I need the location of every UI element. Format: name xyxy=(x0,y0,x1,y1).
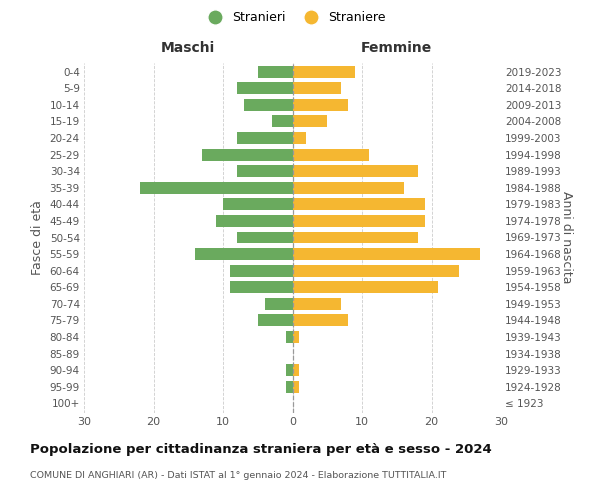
Bar xyxy=(258,66,293,78)
Bar xyxy=(293,381,299,393)
Bar xyxy=(293,66,355,78)
Bar xyxy=(216,215,293,227)
Bar xyxy=(286,364,293,376)
Bar xyxy=(272,116,293,128)
Bar xyxy=(230,264,293,276)
Text: COMUNE DI ANGHIARI (AR) - Dati ISTAT al 1° gennaio 2024 - Elaborazione TUTTITALI: COMUNE DI ANGHIARI (AR) - Dati ISTAT al … xyxy=(30,471,446,480)
Bar xyxy=(293,314,348,326)
Bar xyxy=(293,331,299,343)
Legend: Stranieri, Straniere: Stranieri, Straniere xyxy=(197,6,391,29)
Bar xyxy=(293,364,299,376)
Bar xyxy=(293,82,341,94)
Bar xyxy=(244,99,293,111)
Bar xyxy=(293,248,480,260)
Bar xyxy=(293,132,307,144)
Bar xyxy=(223,198,293,210)
Bar xyxy=(293,148,369,160)
Bar xyxy=(286,331,293,343)
Bar xyxy=(195,248,293,260)
Bar xyxy=(293,282,439,293)
Bar xyxy=(293,215,425,227)
Bar xyxy=(237,132,293,144)
Bar xyxy=(293,182,404,194)
Bar xyxy=(293,116,327,128)
Bar xyxy=(293,264,460,276)
Text: Popolazione per cittadinanza straniera per età e sesso - 2024: Popolazione per cittadinanza straniera p… xyxy=(30,442,492,456)
Bar xyxy=(202,148,293,160)
Text: Maschi: Maschi xyxy=(161,42,215,56)
Bar xyxy=(293,99,348,111)
Bar xyxy=(293,198,425,210)
Bar xyxy=(237,82,293,94)
Bar xyxy=(237,165,293,177)
Bar xyxy=(265,298,293,310)
Y-axis label: Anni di nascita: Anni di nascita xyxy=(560,191,573,284)
Bar xyxy=(293,165,418,177)
Bar xyxy=(140,182,293,194)
Bar xyxy=(258,314,293,326)
Bar xyxy=(293,232,418,243)
Text: Femmine: Femmine xyxy=(361,42,433,56)
Bar xyxy=(237,232,293,243)
Bar xyxy=(230,282,293,293)
Bar xyxy=(293,298,341,310)
Bar xyxy=(286,381,293,393)
Y-axis label: Fasce di età: Fasce di età xyxy=(31,200,44,275)
